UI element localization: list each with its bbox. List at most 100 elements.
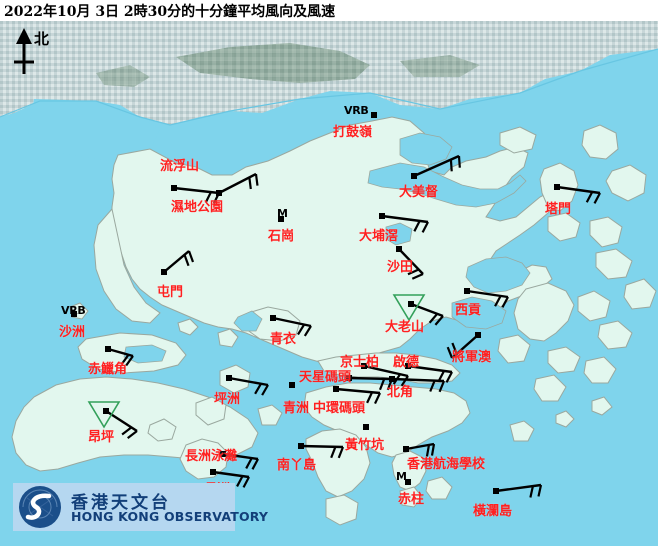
wind-barb-feather: [125, 355, 134, 367]
station-dot[interactable]: [389, 376, 395, 382]
station-label[interactable]: 大美督: [399, 185, 439, 200]
wind-barb-feather: [236, 475, 244, 487]
station-label[interactable]: 京士柏: [340, 355, 380, 370]
sai-kung-east: [513, 282, 575, 342]
station-label[interactable]: 昂坪: [88, 430, 115, 445]
station-dot[interactable]: [405, 363, 411, 369]
wind-barb-feather: [183, 254, 190, 267]
station-dot[interactable]: [216, 190, 222, 196]
north-label: 北: [34, 30, 50, 48]
station-label[interactable]: 大埔滘: [359, 229, 399, 244]
station-dot[interactable]: [270, 315, 276, 321]
wind-barb-feather: [451, 342, 458, 355]
station-label[interactable]: 將軍澳: [452, 350, 492, 365]
station-dot[interactable]: [475, 332, 481, 338]
station-dot[interactable]: [464, 288, 470, 294]
wind-barb-feather: [121, 426, 133, 436]
station-label[interactable]: 香港航海學校: [407, 457, 486, 472]
station-dot[interactable]: [226, 375, 232, 381]
station-dot[interactable]: [103, 408, 109, 414]
station-dot[interactable]: [408, 301, 414, 307]
station-label[interactable]: 橫瀾島: [473, 504, 513, 519]
station-dot[interactable]: [379, 213, 385, 219]
wind-barb-feather: [430, 443, 436, 456]
wind-barb-shaft: [407, 364, 453, 374]
tsing-yi-channel: [233, 310, 263, 332]
wind-barb-feather: [242, 476, 250, 488]
plover-cove: [399, 132, 453, 166]
station-dot[interactable]: [210, 469, 216, 475]
hko-logo-zh: 香港天文台: [71, 493, 171, 513]
station-label[interactable]: 沙田: [387, 260, 414, 275]
station-label[interactable]: 流浮山: [160, 159, 200, 174]
station-dot[interactable]: [361, 363, 367, 369]
station-dot[interactable]: [171, 185, 177, 191]
wind-barb-shaft: [495, 483, 542, 493]
station-label[interactable]: 大老山: [385, 320, 425, 335]
ma-wan-island: [217, 328, 239, 348]
wind-barb-feather: [120, 354, 130, 365]
station-dot[interactable]: [371, 112, 377, 118]
station-dot[interactable]: [298, 443, 304, 449]
station-dot[interactable]: [363, 424, 369, 430]
station-label[interactable]: 天星碼頭: [299, 370, 352, 385]
station-dot[interactable]: [346, 375, 352, 381]
station-label[interactable]: 赤柱: [398, 492, 425, 507]
station-dot[interactable]: [333, 386, 339, 392]
station-dot[interactable]: [161, 269, 167, 275]
station-label[interactable]: 青洲: [283, 401, 310, 416]
ne-island-f: [595, 248, 633, 280]
station-dot[interactable]: [278, 216, 284, 222]
station-label[interactable]: 西貢: [455, 303, 482, 318]
wind-barb-feather: [446, 346, 454, 359]
station-label[interactable]: 青衣: [270, 332, 297, 347]
wind-barb-shaft: [451, 334, 479, 359]
se-islet-b: [555, 410, 575, 428]
hko-logo-mark: [19, 486, 61, 528]
north-arrow: 北: [6, 26, 66, 82]
station-label[interactable]: 塔門: [545, 202, 572, 217]
station-dot[interactable]: [105, 346, 111, 352]
station-label[interactable]: 沙洲: [59, 325, 86, 340]
station-label[interactable]: 啟德: [393, 355, 420, 370]
station-label[interactable]: 北角: [387, 385, 414, 400]
west-islet-a: [177, 318, 199, 336]
station-label[interactable]: 石崗: [268, 229, 295, 244]
station-dot[interactable]: [493, 488, 499, 494]
wind-barb-feather: [407, 268, 420, 276]
station-label[interactable]: 濕地公園: [171, 200, 224, 215]
station-dot[interactable]: [411, 173, 417, 179]
map-canvas[interactable]: 北 打鼓嶺 VRB 流浮山 濕地公園 石崗 M 大美督 塔門 大埔滘 沙田 屯門 沙洲 VRB 赤鱲角 昂坪…: [0, 21, 658, 546]
wind-barb-feather: [297, 323, 306, 336]
station-dot[interactable]: [71, 311, 77, 317]
station-label[interactable]: 中環碼頭: [313, 401, 366, 416]
missing-data-marker: M: [396, 470, 407, 483]
station-label[interactable]: 黃竹坑: [345, 438, 385, 453]
wind-barb-feather: [127, 430, 138, 439]
station-label[interactable]: 南丫島: [277, 458, 317, 473]
map-graphics: [0, 21, 658, 546]
ne-island-d: [547, 212, 581, 242]
station-dot[interactable]: [396, 246, 402, 252]
station-dot[interactable]: [405, 479, 411, 485]
wind-barb-shaft: [335, 387, 381, 395]
station-label[interactable]: 屯門: [157, 285, 184, 300]
station-dot[interactable]: [289, 382, 295, 388]
station-dot[interactable]: [220, 451, 226, 457]
hko-logo: 香港天文台 HONG KONG OBSERVATORY: [13, 483, 268, 531]
station-label[interactable]: 打鼓嶺: [333, 125, 373, 140]
station-dot[interactable]: [403, 446, 409, 452]
wind-barb-shaft: [272, 316, 312, 328]
sk-island-d: [547, 346, 581, 374]
variable-wind-marker: VRB: [61, 304, 86, 317]
station-label[interactable]: 赤鱲角: [88, 362, 128, 377]
station-label[interactable]: 坪洲: [214, 392, 241, 407]
wind-barb-feather: [248, 177, 252, 190]
wind-barb-feather: [445, 371, 453, 383]
wind-barb-feather: [251, 458, 259, 470]
station-label[interactable]: 長洲泳灘: [185, 449, 238, 464]
title-bar: 2022年10月 3日 2時30分的十分鐘平均風向及風速: [0, 0, 658, 21]
mainland-coast-line: [0, 48, 658, 126]
station-dot[interactable]: [554, 184, 560, 190]
